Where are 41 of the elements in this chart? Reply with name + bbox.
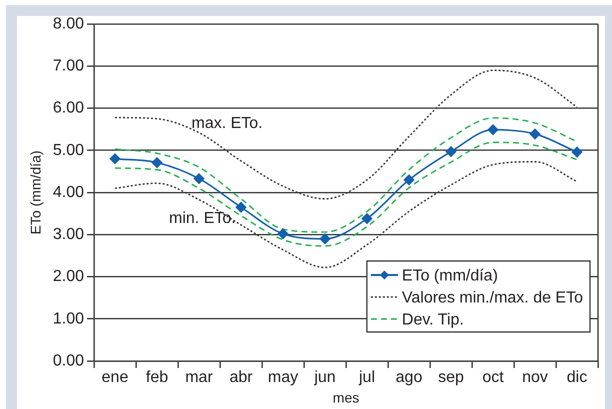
y-tick-label: 4.00 — [52, 184, 84, 201]
legend-label: Valores min./max. de ETo — [402, 289, 584, 306]
x-tick-label: jun — [313, 369, 336, 386]
line-series — [114, 142, 578, 247]
y-tick-label: 0.00 — [52, 352, 84, 370]
point — [404, 174, 414, 186]
point — [446, 146, 456, 157]
point — [278, 228, 288, 240]
point — [320, 234, 330, 244]
x-tick-label: sep — [438, 369, 464, 386]
y-tick-label: 3.00 — [52, 226, 84, 244]
y-tick-label: 8.00 — [52, 15, 84, 32]
x-tick-label: jul — [358, 369, 376, 386]
x-tick-label: ago — [396, 369, 422, 386]
point — [530, 128, 540, 140]
x-tick-label: ene — [102, 369, 128, 386]
legend-label: Dev. Tip. — [402, 311, 464, 328]
x-tick-label: nov — [522, 369, 548, 386]
annotation: max. ETo. — [191, 115, 263, 132]
y-tick-label: 6.00 — [52, 100, 84, 117]
legend-label: ETo (mm/día) — [402, 267, 498, 284]
x-tick-label: feb — [146, 369, 168, 386]
x-tick-label: abr — [229, 369, 254, 386]
annotation: min. ETo. — [169, 210, 236, 228]
x-tick-label: mar — [185, 369, 214, 386]
y-tick-label: 1.00 — [52, 310, 84, 328]
point — [572, 146, 582, 158]
x-tick-label: may — [268, 369, 298, 386]
point — [488, 124, 498, 136]
point — [110, 154, 120, 164]
x-tick-label: dic — [566, 369, 588, 386]
point — [362, 213, 372, 224]
x-tick-label: oct — [482, 369, 504, 386]
x-axis-title: mes — [332, 389, 360, 406]
point — [236, 202, 246, 213]
point — [194, 173, 204, 184]
y-tick-label: 2.00 — [52, 268, 84, 286]
point — [152, 157, 162, 168]
y-axis-title: ETo (mm/día) — [27, 150, 44, 235]
y-tick-label: 7.00 — [52, 58, 84, 75]
y-tick-label: 5.00 — [52, 142, 84, 159]
